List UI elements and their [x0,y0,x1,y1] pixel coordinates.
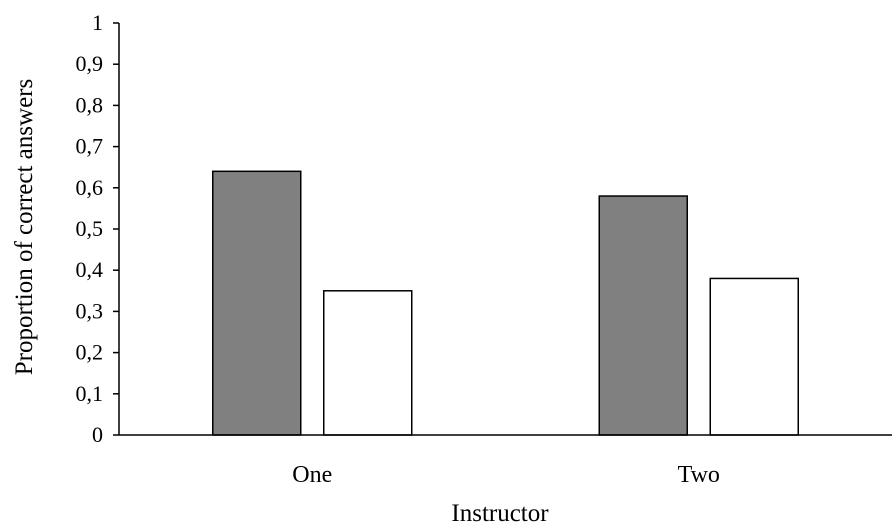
y-tick-label: 0,6 [76,175,104,200]
bar-two-1 [598,195,688,436]
x-category-label: Two [678,462,720,488]
y-tick-label: 0 [92,422,103,447]
y-tick-label: 0,2 [76,340,104,365]
plot-area: 0 0,1 0,2 0,3 0,4 0,5 0,6 0,7 0,8 0,9 1 One Two [76,10,892,488]
bar-two-2 [709,277,799,436]
x-category-label: One [292,462,332,488]
y-tick-label: 0,1 [76,381,104,406]
y-axis-label: Proportion of correct answers [11,79,38,375]
y-tick-label: 0,9 [76,51,104,76]
y-tick-label: 0,5 [76,216,104,241]
x-axis-label: Instructor [451,500,549,527]
y-tick-label: 1 [92,10,103,35]
y-tick-label: 0,3 [76,298,104,323]
y-tick-label: 0,4 [76,257,104,282]
y-tick-label: 0,7 [76,134,104,159]
bar-one-1 [212,170,302,436]
bar-one-2 [323,290,413,436]
y-tick-label: 0,8 [76,92,104,117]
